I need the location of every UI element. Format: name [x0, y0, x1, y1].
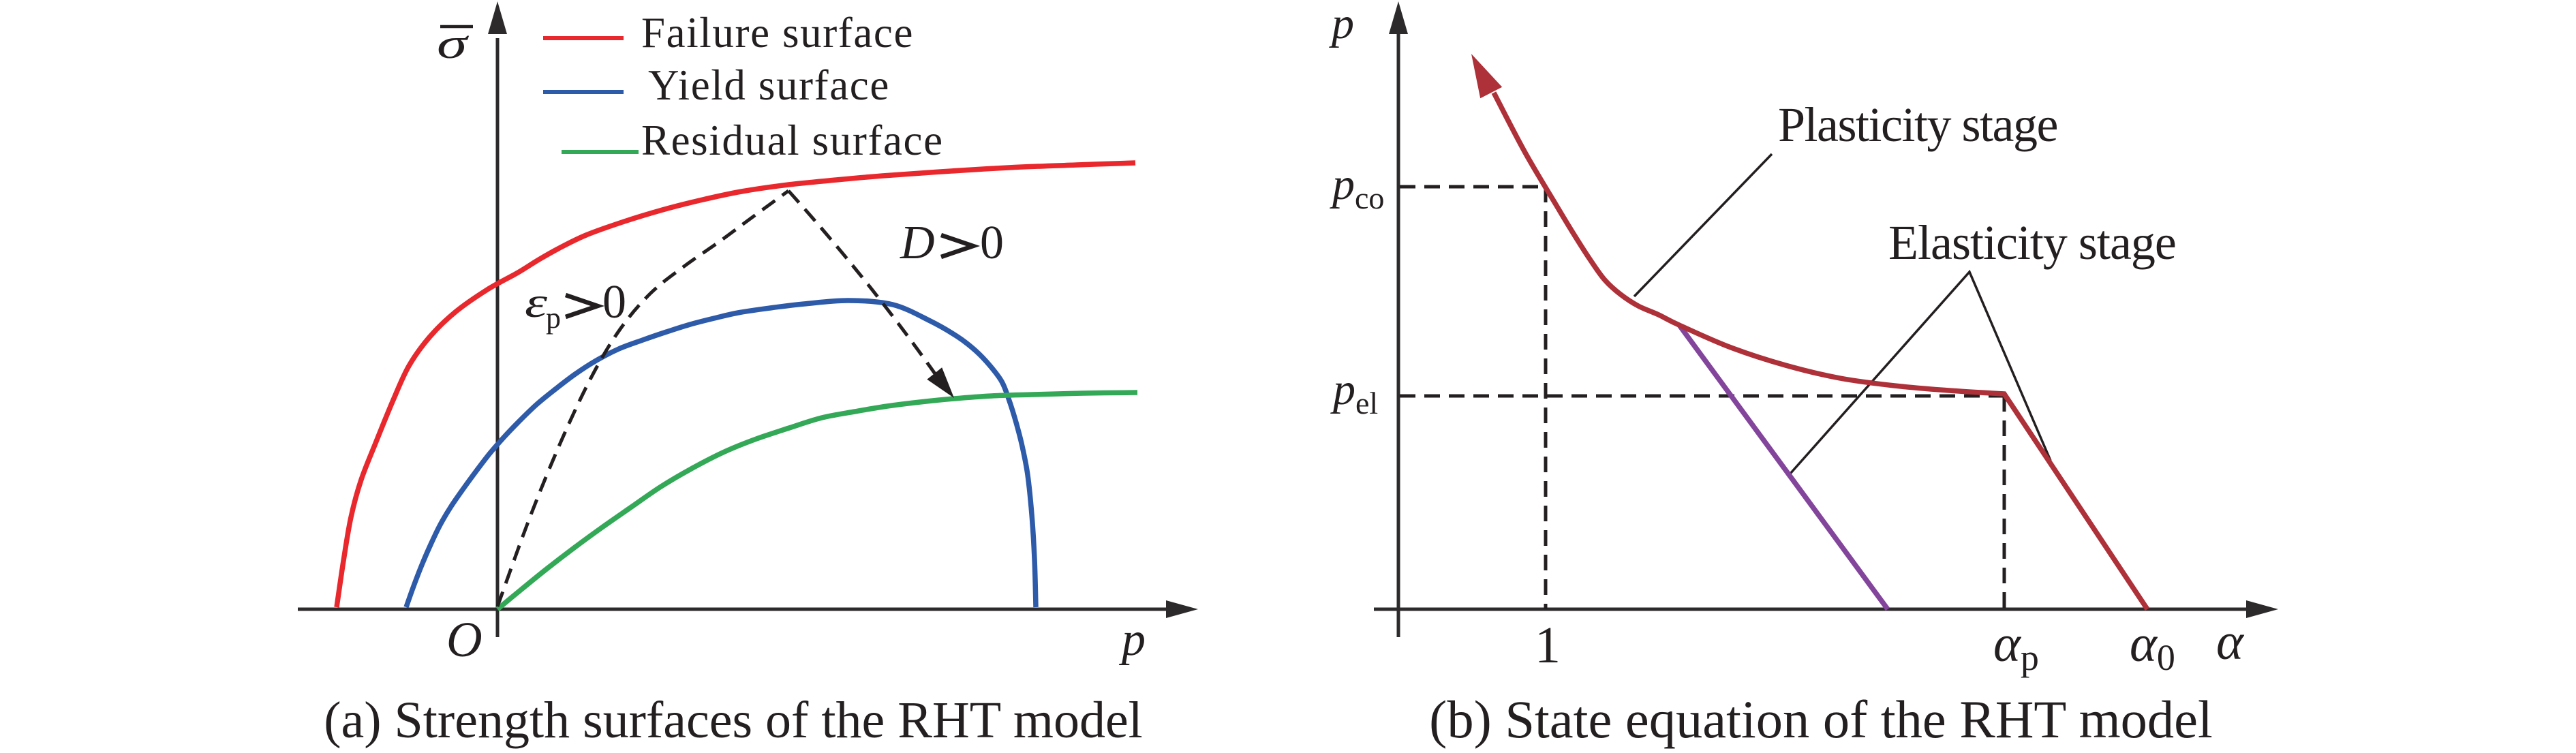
- svg-text:Plasticity stage: Plasticity stage: [1778, 97, 2057, 152]
- svg-text:p: p: [546, 301, 561, 335]
- svg-text:pel: pel: [1330, 365, 1378, 420]
- svg-text:Yield surface: Yield surface: [648, 61, 890, 109]
- svg-text:ε: ε: [525, 279, 548, 327]
- svg-text:0: 0: [980, 217, 1004, 269]
- svg-text:α0: α0: [2130, 615, 2175, 678]
- svg-text:Failure surface: Failure surface: [641, 9, 914, 57]
- svg-text:1: 1: [1535, 617, 1561, 674]
- svg-text:αp: αp: [1993, 615, 2039, 678]
- svg-text:(b) State equation of the RHT: (b) State equation of the RHT model: [1429, 690, 2213, 749]
- svg-text:Residual surface: Residual surface: [641, 117, 944, 164]
- svg-text:O: O: [446, 612, 482, 667]
- svg-text:p: p: [1329, 0, 1354, 48]
- svg-text:pco: pco: [1330, 159, 1384, 215]
- svg-text:p: p: [1118, 613, 1146, 666]
- svg-text:(a) Strength surfaces of the R: (a) Strength surfaces of the RHT model: [324, 692, 1143, 749]
- svg-text:Elasticity stage: Elasticity stage: [1888, 215, 2176, 270]
- svg-text:α: α: [2216, 613, 2245, 671]
- svg-text:0: 0: [602, 276, 626, 328]
- svg-text:D: D: [900, 217, 935, 269]
